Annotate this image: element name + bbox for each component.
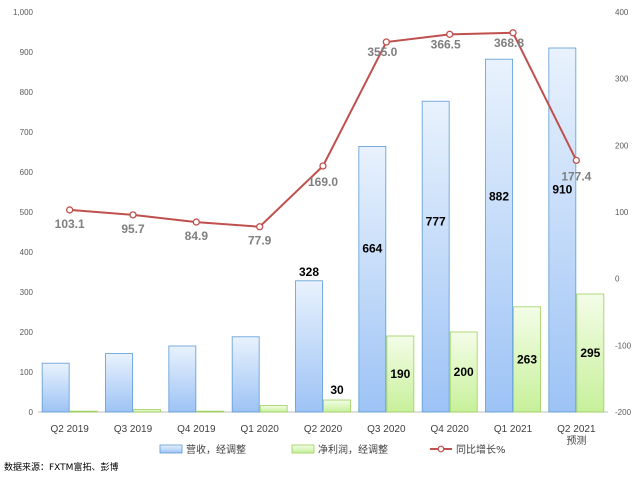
- right-axis-tick-label: 100: [615, 208, 629, 217]
- growth-point: [572, 156, 580, 165]
- net-profit-bar: [69, 410, 98, 413]
- category-label: Q3 2019: [114, 424, 153, 435]
- right-axis-tick-label: 400: [615, 8, 629, 17]
- growth-point: [382, 38, 390, 46]
- revenue-bar: [485, 58, 513, 413]
- category-label: Q1 2020: [240, 424, 279, 435]
- left-axis-tick-label: 400: [20, 248, 34, 257]
- left-axis-tick-label: 900: [20, 48, 34, 57]
- net-profit-data-label: 200: [454, 365, 474, 379]
- net-profit-data-label: 263: [517, 352, 537, 366]
- net-profit-data-label: 30: [330, 383, 344, 397]
- growth-data-label: 177.4: [561, 169, 591, 183]
- category-sublabel: 预测: [566, 434, 586, 447]
- growth-point: [509, 29, 517, 37]
- net-profit-bar: [133, 409, 161, 413]
- growth-data-label: 366.5: [431, 37, 461, 51]
- growth-point: [256, 223, 264, 231]
- net-profit-bar: [323, 399, 351, 413]
- revenue-data-label: 777: [426, 215, 446, 229]
- growth-data-label: 169.0: [308, 175, 338, 189]
- right-axis-tick-label: 200: [615, 141, 629, 150]
- category-label: Q2 2019: [50, 424, 89, 435]
- net-profit-bar: [386, 335, 415, 413]
- category-label: Q2 2021: [557, 424, 596, 435]
- left-axis-tick-label: 500: [20, 208, 34, 217]
- legend-label: 营收，经调整: [186, 443, 246, 456]
- net-profit-bar: [449, 331, 478, 413]
- left-axis-tick-label: 200: [20, 328, 34, 337]
- right-axis-tick-label: 0: [615, 275, 620, 284]
- net-profit-bar: [196, 410, 225, 413]
- right-axis-tick-label: -100: [615, 341, 632, 350]
- revenue-data-label: 664: [362, 242, 382, 256]
- left-axis-tick-label: 600: [20, 168, 34, 177]
- legend-swatch: [159, 444, 183, 454]
- right-axis-tick-label: 300: [615, 75, 629, 84]
- revenue-bar: [358, 145, 387, 413]
- growth-point: [446, 30, 454, 38]
- source-note: 数据来源：FXTM富拓、彭博: [4, 463, 119, 473]
- growth-point: [192, 218, 200, 226]
- revenue-bar: [168, 345, 197, 413]
- revenue-bar: [295, 280, 323, 413]
- left-axis-tick-label: 700: [20, 128, 34, 137]
- growth-point: [66, 206, 74, 214]
- right-axis-tick-label: -200: [615, 408, 632, 417]
- category-label: Q4 2020: [430, 424, 469, 435]
- category-label: Q3 2020: [367, 424, 406, 435]
- category-label: Q2 2020: [304, 424, 343, 435]
- revenue-bar: [105, 353, 133, 413]
- revenue-data-label: 910: [552, 183, 572, 197]
- category-label: Q4 2019: [177, 424, 216, 435]
- category-label: Q1 2021: [494, 424, 533, 435]
- revenue-bar: [231, 336, 260, 413]
- growth-data-label: 368.8: [494, 36, 524, 50]
- revenue-bar: [421, 100, 450, 413]
- revenue-bar: [548, 47, 577, 413]
- net-profit-bar: [513, 306, 541, 413]
- growth-data-label: 95.7: [121, 222, 145, 236]
- growth-data-label: 84.9: [185, 229, 209, 243]
- left-axis-tick-label: 800: [20, 88, 34, 97]
- legend-swatch: [291, 444, 315, 454]
- revenue-bar: [41, 362, 70, 413]
- growth-point: [319, 162, 327, 170]
- net-profit-data-label: 190: [390, 367, 410, 381]
- growth-data-label: 355.0: [367, 45, 397, 59]
- left-axis-tick-label: 100: [20, 368, 34, 377]
- growth-point: [129, 211, 137, 219]
- revenue-data-label: 882: [489, 189, 509, 203]
- legend-label: 同比增长%: [456, 443, 506, 456]
- growth-data-label: 103.1: [55, 217, 85, 231]
- left-axis-tick-label: 1,000: [13, 8, 34, 17]
- legend-marker: [437, 445, 445, 453]
- revenue-data-label: 328: [299, 265, 319, 279]
- net-profit-bar: [259, 405, 288, 413]
- net-profit-bar: [576, 293, 605, 413]
- growth-data-label: 77.9: [248, 234, 272, 248]
- legend-label: 净利润，经调整: [318, 443, 388, 456]
- left-axis-tick-label: 0: [29, 408, 34, 417]
- net-profit-data-label: 295: [580, 346, 600, 360]
- left-axis-tick-label: 300: [20, 288, 34, 297]
